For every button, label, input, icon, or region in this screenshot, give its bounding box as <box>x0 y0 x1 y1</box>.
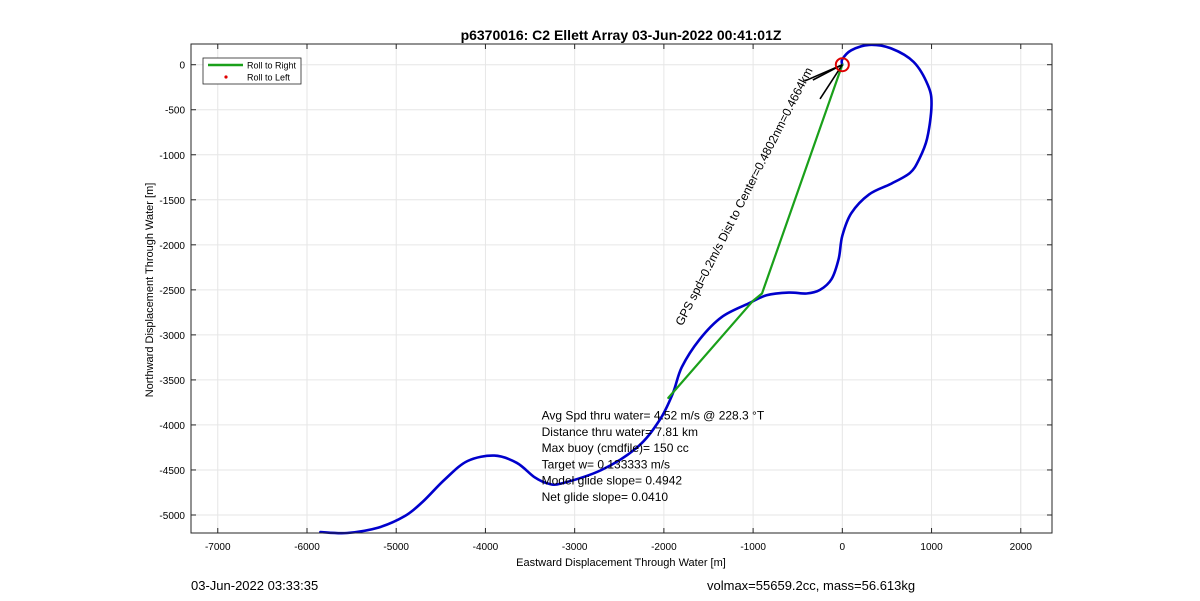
y-tick-label: -4000 <box>159 421 185 432</box>
legend-box <box>202 57 302 85</box>
y-tick-label: -3000 <box>159 331 185 342</box>
y-tick-label: -3500 <box>159 376 185 387</box>
series-line-track <box>319 43 933 535</box>
legend: Roll to Right Roll to Left <box>202 57 302 85</box>
x-axis-label: Eastward Displacement Through Water [m] <box>516 557 726 569</box>
grid <box>191 44 1052 533</box>
footer-timestamp: 03-Jun-2022 03:33:35 <box>191 578 319 593</box>
footer-info: volmax=55659.2cc, mass=56.613kg <box>707 578 916 593</box>
y-tick-label: -2000 <box>159 241 185 252</box>
legend-swatch-roll-left <box>224 75 228 79</box>
y-tick-label: -2500 <box>159 286 185 297</box>
x-tick-label: -7000 <box>205 542 231 553</box>
y-tick-label: -1500 <box>159 196 185 207</box>
x-tick-label: -3000 <box>562 542 588 553</box>
x-tick-label: -4000 <box>473 542 499 553</box>
stats-line: Max buoy (cmdfile)= 150 cc <box>542 441 689 455</box>
legend-label: Roll to Left <box>247 73 291 83</box>
plot-frame <box>190 43 1053 534</box>
x-tick-label: -5000 <box>383 542 409 553</box>
y-tick-label: -1000 <box>159 151 185 162</box>
series-group <box>319 43 933 535</box>
y-axis-label: Northward Displacement Through Water [m] <box>144 183 156 398</box>
x-tick-label: -2000 <box>651 542 677 553</box>
stats-text: Avg Spd thru water= 4.52 m/s @ 228.3 °T D… <box>542 409 765 505</box>
stats-line: Model glide slope= 0.4942 <box>542 474 683 488</box>
stats-line: Avg Spd thru water= 4.52 m/s @ 228.3 °T <box>542 409 765 423</box>
chart-title: p6370016: C2 Ellett Array 03-Jun-2022 00… <box>461 27 782 43</box>
x-tick-label: 2000 <box>1010 542 1033 553</box>
end-position-marker <box>834 57 850 73</box>
legend-label: Roll to Right <box>247 61 297 71</box>
x-tick-label: -6000 <box>294 542 320 553</box>
y-tick-label: -5000 <box>159 511 185 522</box>
x-tick-label: -1000 <box>740 542 766 553</box>
stats-line: Target w= 0.133333 m/s <box>542 457 670 471</box>
x-tick-label: 0 <box>840 542 846 553</box>
stats-line: Distance thru water= 7.81 km <box>542 425 698 439</box>
x-tick-label: 1000 <box>920 542 943 553</box>
y-tick-label: -500 <box>165 106 185 117</box>
ticks: -7000 -6000 -5000 -4000 -3000 -2000 -1000 0 1000… <box>159 44 1052 553</box>
plot-background <box>191 44 1052 533</box>
y-tick-label: -4500 <box>159 466 185 477</box>
stats-line: Net glide slope= 0.0410 <box>542 490 669 504</box>
y-tick-label: 0 <box>179 61 185 72</box>
series-line-roll-right <box>667 63 844 399</box>
